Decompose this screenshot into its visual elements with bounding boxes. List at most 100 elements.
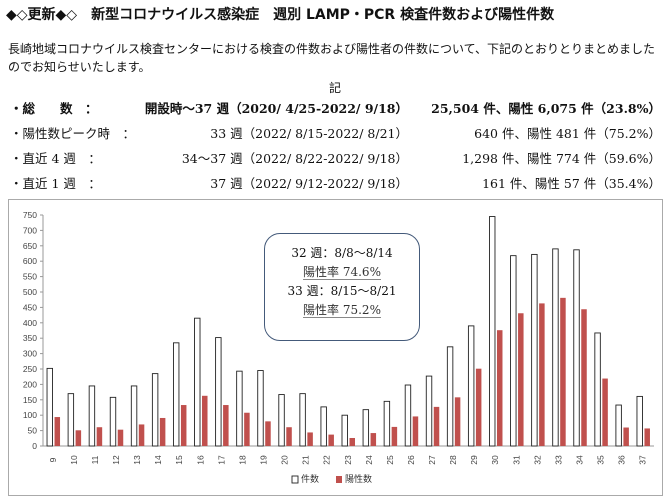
x-tick-label: 30 xyxy=(490,455,500,465)
intro-text: 長崎地域コロナウイルス検査センターにおける検査の件数および陽性者の件数について、… xyxy=(8,42,656,74)
bar-positive xyxy=(496,330,503,446)
summary-label: ・陽性数ピーク時 ： xyxy=(10,126,136,141)
bar-positive xyxy=(454,397,461,446)
bar-count xyxy=(425,375,433,447)
y-tick-label: 450 xyxy=(23,302,37,312)
bar-positive xyxy=(560,297,566,446)
x-tick-label: 15 xyxy=(174,455,184,465)
y-tick-label: 400 xyxy=(23,318,37,328)
x-tick-label: 17 xyxy=(216,455,226,465)
x-tick-label: 33 xyxy=(553,455,563,465)
x-tick-label: 9 xyxy=(48,457,58,462)
summary-row: ・総 数 ： 開設時〜37 週（2020/ 4/25-2022/ 9/18） 25,… xyxy=(8,98,663,123)
x-tick-label: 37 xyxy=(638,455,648,465)
x-tick-label: 35 xyxy=(596,455,606,465)
bar-count xyxy=(88,385,96,447)
bar-count xyxy=(172,342,180,447)
bar-count xyxy=(320,406,327,447)
bar-count xyxy=(109,396,117,447)
bar-count xyxy=(615,404,622,447)
y-tick-label: 650 xyxy=(23,241,37,251)
bar-positive xyxy=(244,412,250,446)
callout-box: 32 週：8/8〜8/14 陽性率 74.6% 33 週：8/15〜8/21 陽… xyxy=(264,233,420,341)
summary-period: 33 週（2022/ 8/15-2022/ 8/21） xyxy=(210,126,408,141)
bar-count xyxy=(531,253,538,447)
update-mark: ◆◇更新◆◇ xyxy=(6,7,78,23)
y-tick-label: 200 xyxy=(23,379,37,389)
summary-period: 開設時〜37 週（2020/ 4/25-2022/ 9/18） xyxy=(144,101,408,116)
bar-positive xyxy=(159,417,166,446)
x-tick-label: 28 xyxy=(448,455,458,465)
bar-count xyxy=(215,337,222,447)
bar-positive xyxy=(349,437,355,446)
bar-count xyxy=(404,384,412,447)
x-tick-label: 22 xyxy=(322,455,332,465)
bar-positive xyxy=(602,378,608,446)
x-tick-label: 31 xyxy=(511,455,521,465)
x-tick-label: 14 xyxy=(153,455,163,465)
bar-positive xyxy=(475,368,482,446)
x-tick-label: 24 xyxy=(364,455,374,465)
summary-label: ・直近 1 週 ： xyxy=(10,176,101,191)
bar-count xyxy=(236,370,243,447)
y-tick-label: 600 xyxy=(23,256,37,266)
bar-count xyxy=(151,373,159,447)
bar-count xyxy=(278,394,285,447)
y-tick-label: 500 xyxy=(23,287,37,297)
x-tick-label: 25 xyxy=(385,455,395,465)
bar-count xyxy=(362,409,370,447)
legend-swatch-count xyxy=(291,475,299,484)
summary-period: 37 週（2022/ 9/12-2022/ 9/18） xyxy=(210,176,408,191)
chart-panel: 0 50 100 150 200 250 300 350 400 450 500 550 600 650 7… xyxy=(8,199,663,496)
bar-positive xyxy=(539,303,545,446)
summary-label: ・直近 4 週 ： xyxy=(10,151,101,166)
x-tick-label: 10 xyxy=(69,455,79,465)
title-text: 新型コロナウイルス感染症 週別 LAMP・PCR 検査件数および陽性件数 xyxy=(91,7,555,23)
bar-positive xyxy=(370,433,377,446)
bar-positive xyxy=(644,428,650,446)
summary-result: 1,298 件、陽性 774 件（59.6%） xyxy=(462,151,661,166)
bar-positive xyxy=(54,417,61,446)
bar-positive xyxy=(286,427,292,446)
y-tick-label: 50 xyxy=(28,426,38,436)
bar-positive xyxy=(391,426,398,446)
summary-table: ・総 数 ： 開設時〜37 週（2020/ 4/25-2022/ 9/18） 25,… xyxy=(8,98,663,198)
summary-label: ・総 数 ： xyxy=(10,101,98,116)
x-tick-label: 21 xyxy=(301,455,311,465)
bar-positive xyxy=(75,430,82,446)
bar-positive xyxy=(265,421,271,446)
bar-count xyxy=(636,395,643,447)
summary-row: ・直近 1 週 ： 37 週（2022/ 9/12-2022/ 9/18） 161 … xyxy=(8,173,663,198)
page-title: ◆◇更新◆◇ 新型コロナウイルス感染症 週別 LAMP・PCR 検査件数および陽性… xyxy=(6,4,554,24)
bar-positive xyxy=(96,427,103,446)
bar-count xyxy=(341,414,348,447)
y-tick-label: 750 xyxy=(23,210,37,220)
bar-positive xyxy=(623,427,629,446)
bar-count xyxy=(67,393,75,447)
x-tick-label: 29 xyxy=(469,455,479,465)
x-tick-label: 12 xyxy=(111,455,121,465)
x-tick-label: 13 xyxy=(132,455,142,465)
bar-count xyxy=(383,400,391,447)
summary-result: 161 件、陽性 57 件（35.4%） xyxy=(482,176,661,191)
callout-rate32: 陽性率 74.6% xyxy=(303,265,381,280)
ki-heading: 記 xyxy=(328,81,341,95)
bar-positive xyxy=(138,424,145,446)
y-tick-label: 0 xyxy=(32,441,37,451)
bar-positive xyxy=(180,405,187,446)
y-tick-label: 150 xyxy=(23,395,37,405)
x-tick-label: 23 xyxy=(343,455,353,465)
x-tick-label: 34 xyxy=(575,455,585,465)
bar-count xyxy=(489,216,496,447)
x-tick-label: 32 xyxy=(532,455,542,465)
bar-positive xyxy=(433,406,440,446)
callout-week33: 33 週：8/15〜8/21 xyxy=(287,284,397,298)
bar-positive xyxy=(581,309,587,446)
summary-row: ・陽性数ピーク時 ： 33 週（2022/ 8/15-2022/ 8/21） 640… xyxy=(8,123,663,148)
bar-count xyxy=(467,325,475,447)
bar-count xyxy=(552,248,559,447)
bar-count xyxy=(257,370,264,447)
bar-positive xyxy=(518,313,524,446)
bar-count xyxy=(510,255,517,447)
x-tick-label: 26 xyxy=(406,455,416,465)
